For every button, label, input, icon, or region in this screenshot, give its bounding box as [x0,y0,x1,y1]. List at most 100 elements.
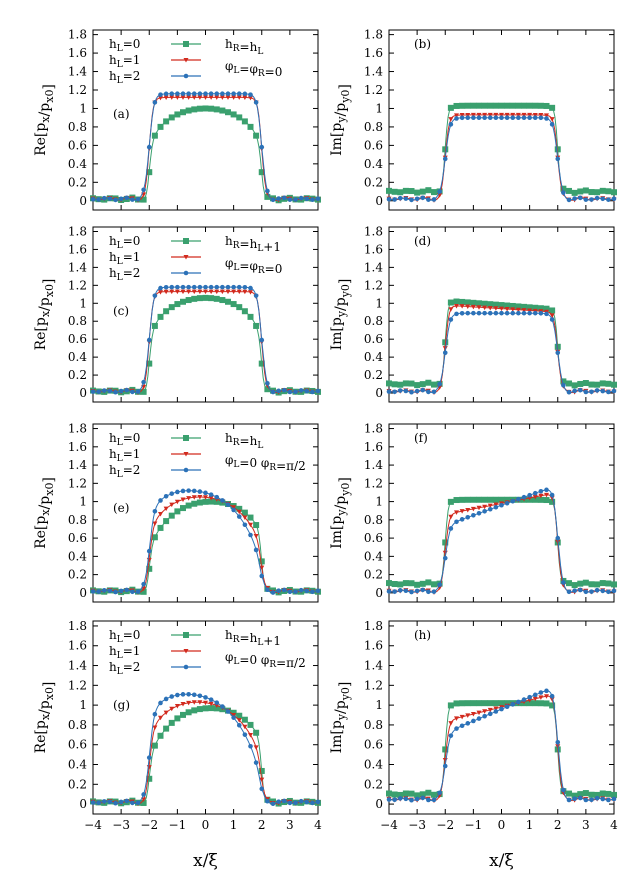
data-point [186,284,191,290]
data-point [526,102,533,109]
data-point [521,494,527,500]
data-point [219,289,225,295]
legend-label: hL=2 [109,266,140,283]
data-point [180,692,186,697]
data-point [504,700,511,707]
data-point [259,144,265,150]
data-point [151,132,158,139]
y-tick-label: 1 [79,101,87,115]
panel-a: 0 0.2 0.4 0.6 0.8 1 1.2 1.4 1.6 1.8 Re[px/px0] (a) h… [33,28,321,211]
data-point [248,733,253,738]
x-tick-label: 0 [498,818,506,832]
data-point [442,746,449,753]
data-point [264,386,271,393]
data-point [197,284,203,290]
data-point [419,381,426,388]
data-point [414,196,420,202]
x-tick-label: 3 [286,818,294,832]
data-point [135,800,141,806]
data-point [499,706,504,712]
data-point [175,692,180,698]
data-point [397,581,404,588]
data-point [448,526,454,531]
y-tick-label: 0.2 [364,777,383,791]
data-point [298,195,304,201]
data-point [191,700,197,705]
data-point [157,524,164,531]
data-point [253,547,259,553]
data-point [96,389,101,395]
data-point [459,102,466,109]
data-point [487,112,493,118]
data-point [203,490,208,496]
data-point [538,695,544,700]
data-point [163,95,169,100]
data-point [465,721,471,726]
y-tick-label: 1.8 [68,28,87,42]
data-point [611,381,617,388]
data-point [599,790,606,797]
data-point [386,196,392,202]
data-point [414,189,421,196]
data-point [465,713,471,718]
y-tick-label: 0.2 [364,368,383,382]
data-point [225,91,231,96]
data-point [287,197,293,202]
data-point [527,115,532,120]
data-point [186,700,192,706]
y-tick-label: 1.2 [68,278,87,292]
data-point [588,381,595,388]
y-tick-label: 0.8 [364,120,383,134]
data-point [560,378,567,385]
panel-label: (a) [113,107,130,121]
data-point [265,798,270,804]
data-point [391,381,398,388]
y-axis-label: Re[px/px0] [33,682,57,754]
y-tick-label: 1.4 [68,65,87,79]
y-tick-label: 1.8 [68,619,87,633]
data-point [141,379,146,385]
data-point [572,196,577,201]
y-axis-label: Re[px/px0] [33,279,57,351]
param-annotation: hR=hL+1 [225,628,281,648]
data-point [293,389,298,395]
data-point [236,289,242,295]
data-point [180,488,186,494]
data-point [447,702,454,709]
y-tick-label: 1.8 [364,28,383,42]
data-point [611,796,617,802]
data-point [247,313,254,320]
data-point [504,307,510,312]
legend-marker [183,632,189,638]
data-point [219,107,226,114]
data-point [606,389,611,395]
data-point [90,800,96,805]
data-point [442,146,449,153]
data-point [214,91,220,96]
data-point [532,700,539,707]
series-line-2 [388,312,615,394]
data-point [270,389,276,395]
x-tick-label: −3 [408,818,426,832]
data-point [213,295,220,302]
y-axis-label: Im[py/py0] [329,682,353,754]
data-point [454,510,459,515]
data-point [589,589,594,594]
data-point [315,196,321,202]
data-point [453,497,460,504]
data-point [419,791,426,798]
data-point [476,310,482,316]
legend-label: hL=0 [109,628,140,645]
data-point [605,380,612,387]
data-point [242,91,248,97]
data-point [521,310,527,316]
data-point [476,505,482,511]
data-point [270,590,276,595]
data-point [594,195,600,201]
data-point [315,388,321,394]
data-point [414,588,420,594]
data-point [169,284,175,290]
data-point [270,801,276,807]
y-tick-label: 0.6 [68,138,87,152]
